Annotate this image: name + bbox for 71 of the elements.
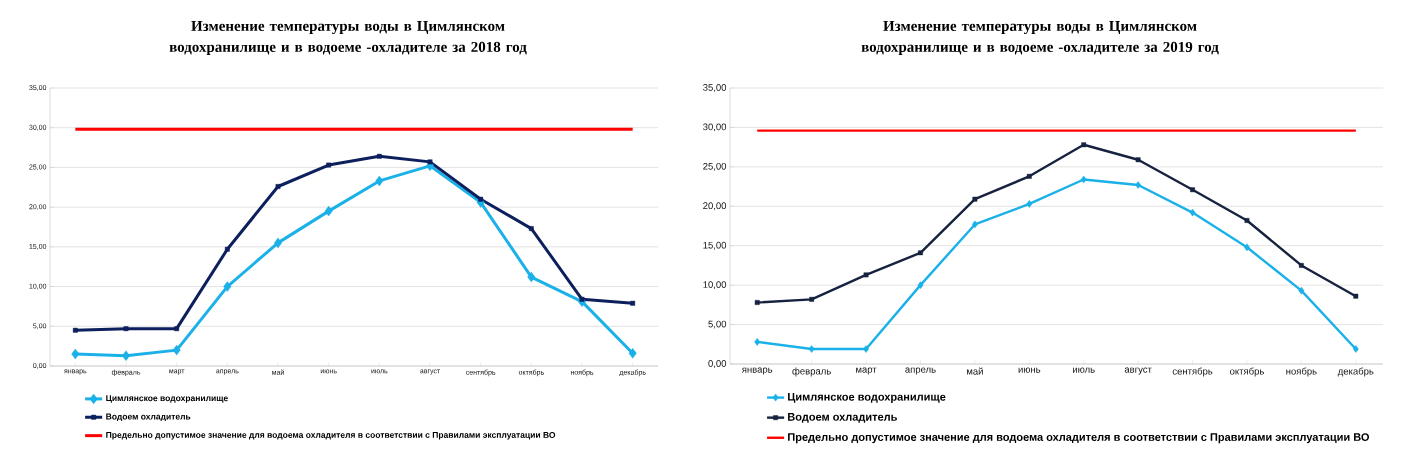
point bbox=[527, 271, 536, 283]
point bbox=[172, 344, 181, 356]
x-tick-label: декабрь bbox=[1337, 367, 1374, 377]
chart-title: Изменение температуры воды в Цимлянском водохранилище и в водоеме -охладителе за 2018 год bbox=[169, 20, 527, 56]
point bbox=[1298, 286, 1305, 295]
x-tick-label: сентябрь bbox=[1172, 367, 1213, 377]
y-tick-label: 0,00 bbox=[708, 360, 727, 368]
point bbox=[917, 281, 924, 289]
point bbox=[427, 159, 433, 165]
x-tick-label: август bbox=[1124, 367, 1152, 375]
legend-label: Предельно допустимое значение для водоема охладителя в соответствии с Правилами эксплуатации ВО bbox=[106, 431, 556, 440]
point bbox=[1298, 263, 1304, 268]
point bbox=[123, 326, 129, 332]
point bbox=[1081, 142, 1087, 148]
point bbox=[1190, 187, 1195, 193]
point bbox=[971, 220, 978, 229]
point bbox=[863, 272, 869, 278]
point bbox=[628, 348, 637, 359]
point bbox=[1353, 293, 1359, 299]
point bbox=[1080, 175, 1087, 184]
point bbox=[223, 281, 232, 292]
x-tick-label: май bbox=[966, 367, 983, 375]
x-tick-label: январь bbox=[741, 367, 773, 375]
point bbox=[579, 296, 585, 302]
legend-label: Цимлянское водохранилище bbox=[788, 393, 946, 403]
x-tick-label: апрель bbox=[905, 367, 936, 375]
point bbox=[1135, 157, 1141, 163]
point bbox=[71, 348, 80, 360]
point bbox=[122, 350, 130, 361]
point bbox=[1026, 173, 1032, 179]
point bbox=[375, 175, 384, 187]
legend-label: Водоем охладитель bbox=[106, 413, 191, 422]
legend-label: Водоем охладитель bbox=[788, 413, 897, 423]
x-tick-label: ноябрь bbox=[1286, 367, 1317, 377]
point bbox=[1189, 208, 1196, 217]
x-tick-label: февраль bbox=[792, 367, 831, 377]
x-tick-label: март bbox=[856, 367, 877, 375]
point bbox=[275, 184, 281, 189]
point bbox=[972, 196, 978, 202]
y-tick-label: 5,00 bbox=[708, 320, 727, 329]
point bbox=[1135, 181, 1142, 189]
legend-label: Цимлянское водохранилище bbox=[106, 395, 228, 403]
point bbox=[324, 205, 333, 217]
x-tick-label: июль bbox=[1073, 367, 1095, 373]
y-tick-label: 15,00 bbox=[703, 241, 727, 250]
point bbox=[1244, 218, 1250, 223]
point bbox=[326, 162, 332, 168]
y-tick-label: 35,00 bbox=[703, 84, 727, 92]
point bbox=[808, 345, 815, 353]
point bbox=[918, 250, 923, 256]
point bbox=[809, 296, 815, 302]
point bbox=[174, 326, 180, 332]
x-tick-label: октябрь bbox=[1230, 367, 1264, 377]
x-tick-label: июнь bbox=[1018, 367, 1041, 373]
point bbox=[72, 327, 78, 333]
y-tick-label: 10,00 bbox=[703, 281, 727, 290]
y-tick-label: 25,00 bbox=[703, 162, 727, 171]
point bbox=[1026, 200, 1033, 208]
point bbox=[863, 345, 869, 353]
legend-label: Предельно допустимое значение для водоема охладителя в соответствии с Правилами эксплуатации ВО bbox=[788, 433, 1370, 444]
chart-title: Изменение температуры воды в Цимлянском водохранилище и в водоеме -охладителе за 2019 год bbox=[861, 20, 1219, 56]
point bbox=[754, 338, 761, 346]
point bbox=[1352, 345, 1359, 353]
point bbox=[478, 196, 484, 202]
y-tick-label: 20,00 bbox=[703, 202, 727, 211]
point bbox=[224, 246, 230, 252]
point bbox=[754, 300, 760, 305]
point bbox=[528, 226, 534, 231]
point bbox=[630, 300, 636, 306]
y-tick-label: 30,00 bbox=[703, 123, 727, 132]
point bbox=[376, 153, 382, 159]
